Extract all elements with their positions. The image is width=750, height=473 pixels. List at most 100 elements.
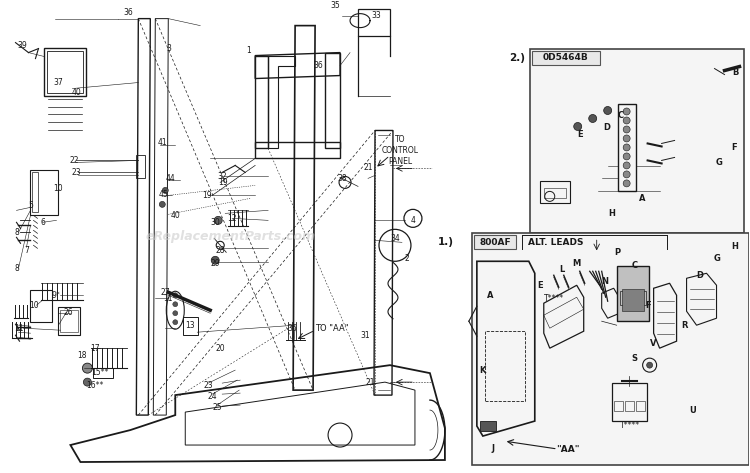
Circle shape bbox=[623, 153, 630, 160]
Text: R: R bbox=[681, 321, 688, 330]
Text: 35: 35 bbox=[330, 1, 340, 10]
Text: E: E bbox=[577, 130, 583, 139]
Bar bbox=[58, 307, 80, 335]
Text: 38: 38 bbox=[338, 174, 346, 183]
Circle shape bbox=[589, 114, 597, 123]
Text: TO "AA": TO "AA" bbox=[315, 324, 349, 333]
Bar bbox=[472, 233, 749, 465]
Text: 23: 23 bbox=[71, 168, 81, 177]
Text: 8: 8 bbox=[14, 228, 19, 237]
Text: H: H bbox=[608, 209, 615, 218]
Text: 31: 31 bbox=[360, 331, 370, 340]
Circle shape bbox=[574, 123, 582, 131]
Text: G: G bbox=[714, 254, 721, 263]
Circle shape bbox=[172, 320, 178, 324]
Bar bbox=[480, 421, 496, 431]
Text: F: F bbox=[732, 143, 737, 152]
Text: 36: 36 bbox=[314, 61, 323, 70]
Text: F: F bbox=[645, 301, 650, 310]
Text: 33: 33 bbox=[371, 11, 381, 20]
Text: 11: 11 bbox=[164, 294, 173, 303]
Text: 39: 39 bbox=[17, 41, 27, 50]
Text: 41: 41 bbox=[158, 138, 167, 147]
Text: V: V bbox=[650, 339, 657, 348]
Text: 24: 24 bbox=[208, 392, 217, 401]
Text: L: L bbox=[559, 265, 564, 274]
Bar bbox=[614, 401, 622, 411]
Text: 37: 37 bbox=[53, 78, 63, 87]
Text: 1: 1 bbox=[246, 46, 250, 55]
Bar bbox=[618, 104, 636, 192]
Text: 2.): 2.) bbox=[509, 53, 525, 62]
Text: 36: 36 bbox=[124, 8, 134, 17]
Text: 21: 21 bbox=[365, 377, 375, 386]
Bar bbox=[484, 331, 525, 401]
Text: eReplacementParts.com: eReplacementParts.com bbox=[146, 230, 315, 243]
Text: 20: 20 bbox=[215, 344, 225, 353]
Text: 5: 5 bbox=[28, 201, 33, 210]
Text: 10: 10 bbox=[30, 301, 39, 310]
Circle shape bbox=[214, 216, 222, 224]
Text: 29: 29 bbox=[211, 259, 220, 268]
Text: 0D5464B: 0D5464B bbox=[543, 53, 589, 62]
Text: 19: 19 bbox=[218, 178, 228, 187]
Text: 16**: 16** bbox=[87, 381, 104, 390]
Text: U: U bbox=[689, 405, 696, 415]
Text: H: H bbox=[731, 242, 738, 251]
Text: 30: 30 bbox=[210, 218, 220, 227]
Text: K: K bbox=[480, 366, 486, 375]
Circle shape bbox=[159, 201, 165, 207]
Text: 18: 18 bbox=[78, 350, 87, 359]
Bar bbox=[612, 383, 646, 421]
Text: 23: 23 bbox=[203, 381, 213, 390]
Text: 21: 21 bbox=[363, 163, 373, 172]
Circle shape bbox=[82, 363, 92, 373]
Bar bbox=[31, 170, 58, 215]
Text: 40: 40 bbox=[71, 88, 81, 97]
Circle shape bbox=[623, 117, 630, 124]
Text: 34: 34 bbox=[390, 234, 400, 243]
Text: 26: 26 bbox=[64, 308, 74, 317]
Text: M: M bbox=[572, 259, 580, 268]
Bar bbox=[32, 173, 38, 212]
Text: 36: 36 bbox=[287, 324, 297, 333]
Text: 44: 44 bbox=[166, 174, 176, 183]
Text: 27: 27 bbox=[160, 288, 170, 297]
Bar bbox=[532, 51, 600, 64]
Bar bbox=[616, 266, 649, 321]
Text: 8: 8 bbox=[14, 264, 19, 273]
Text: N: N bbox=[602, 277, 608, 286]
Bar bbox=[183, 317, 198, 335]
Circle shape bbox=[646, 362, 652, 368]
Circle shape bbox=[623, 180, 630, 187]
Text: G: G bbox=[716, 158, 723, 167]
Text: 3: 3 bbox=[166, 44, 172, 53]
Text: 800AF: 800AF bbox=[479, 238, 511, 247]
Text: 22: 22 bbox=[70, 156, 80, 165]
Text: A: A bbox=[640, 194, 646, 203]
Bar bbox=[474, 236, 516, 249]
Text: 45: 45 bbox=[158, 190, 168, 199]
Bar bbox=[61, 310, 79, 332]
Bar bbox=[94, 368, 113, 378]
Bar bbox=[622, 289, 644, 311]
Text: 13: 13 bbox=[185, 321, 195, 330]
Text: 32: 32 bbox=[217, 172, 227, 181]
Text: 4: 4 bbox=[410, 216, 416, 225]
Bar bbox=[540, 182, 570, 203]
Circle shape bbox=[623, 171, 630, 178]
Text: D: D bbox=[603, 123, 610, 132]
Circle shape bbox=[172, 302, 178, 307]
Circle shape bbox=[623, 135, 630, 142]
Circle shape bbox=[623, 108, 630, 115]
Circle shape bbox=[162, 187, 168, 193]
Text: A: A bbox=[487, 291, 493, 300]
Text: T****: T**** bbox=[544, 294, 564, 303]
Text: 15**: 15** bbox=[92, 368, 109, 377]
Text: ALT. LEADS: ALT. LEADS bbox=[528, 238, 584, 247]
Circle shape bbox=[211, 256, 219, 264]
Text: 17: 17 bbox=[91, 344, 101, 353]
Text: 6: 6 bbox=[40, 218, 45, 227]
Text: C: C bbox=[617, 111, 624, 120]
Text: T****: T**** bbox=[620, 421, 640, 430]
